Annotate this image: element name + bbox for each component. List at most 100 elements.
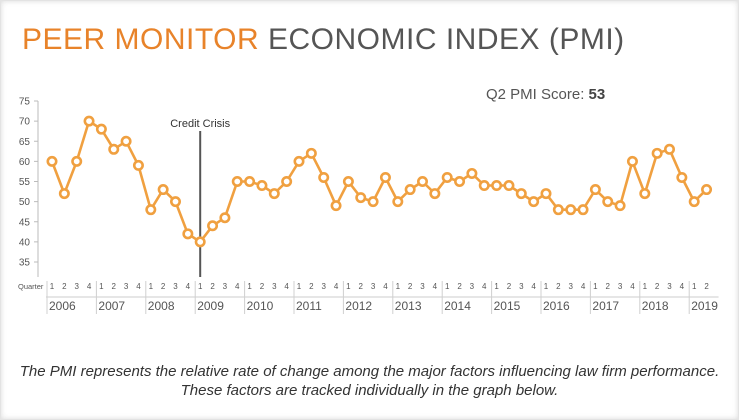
quarter-label: 1 [247, 282, 252, 291]
pmi-data-point [651, 147, 663, 159]
year-label: 2007 [98, 299, 125, 313]
pmi-data-point [515, 188, 527, 200]
pmi-data-point [281, 176, 293, 188]
quarter-label: 2 [408, 282, 413, 291]
quarter-label: 2 [309, 282, 314, 291]
pmi-data-point [207, 220, 219, 232]
pmi-data-point [589, 184, 601, 196]
quarter-label: 3 [173, 282, 178, 291]
quarter-label: 4 [680, 282, 685, 291]
quarter-label: 2 [704, 282, 709, 291]
y-tick-label: 45 [19, 217, 31, 228]
pmi-data-point [58, 188, 70, 200]
pmi-data-point [256, 180, 268, 192]
pmi-data-point [676, 171, 688, 183]
quarter-label: 3 [223, 282, 228, 291]
title-part-2: ECONOMIC INDEX (PMI) [267, 23, 625, 56]
y-tick-label: 65 [19, 137, 31, 148]
quarter-label: 2 [606, 282, 611, 291]
pmi-data-point [293, 155, 305, 167]
quarter-label: 2 [112, 282, 117, 291]
pmi-data-point [367, 196, 379, 208]
quarter-label: 2 [556, 282, 561, 291]
pmi-data-point [379, 171, 391, 183]
quarter-label: 1 [297, 282, 302, 291]
year-label: 2015 [494, 299, 521, 313]
year-label: 2012 [345, 299, 372, 313]
pmi-data-point [429, 188, 441, 200]
quarter-label: 2 [260, 282, 265, 291]
pmi-data-point [157, 184, 169, 196]
pmi-data-point [95, 123, 107, 135]
pmi-score-value: 53 [588, 86, 606, 103]
quarter-label: 1 [544, 282, 549, 291]
pmi-data-point [305, 147, 317, 159]
chart-title: PEER MONITOR ECONOMIC INDEX (PMI) [22, 22, 625, 58]
pmi-score: Q2 PMI Score: 53 [486, 86, 605, 103]
quarter-label: 4 [482, 282, 487, 291]
pmi-data-point [577, 204, 589, 216]
quarter-label: 4 [186, 282, 191, 291]
quarter-label: 2 [655, 282, 660, 291]
pmi-data-point [565, 204, 577, 216]
pmi-data-point [701, 184, 713, 196]
quarter-label: 1 [346, 282, 351, 291]
pmi-data-point [528, 196, 540, 208]
year-label: 2013 [395, 299, 422, 313]
y-tick-label: 75 [19, 97, 31, 108]
pmi-series [46, 115, 713, 248]
pmi-data-point [120, 135, 132, 147]
y-tick-label: 40 [19, 237, 31, 248]
pmi-data-point [194, 236, 206, 248]
year-label: 2017 [592, 299, 619, 313]
year-label: 2006 [49, 299, 76, 313]
quarter-label: 2 [161, 282, 166, 291]
pmi-data-point [663, 143, 675, 155]
y-axis: 35 40 45 50 55 60 65 70 75 [19, 97, 39, 277]
chart-caption: The PMI represents the relative rate of … [19, 363, 720, 399]
pmi-data-point [503, 180, 515, 192]
quarter-label: 3 [74, 282, 79, 291]
pmi-data-point [83, 115, 95, 127]
pmi-data-point [688, 196, 700, 208]
pmi-data-point [639, 188, 651, 200]
quarter-label: 4 [136, 282, 141, 291]
pmi-data-point [392, 196, 404, 208]
year-label: 2011 [296, 299, 322, 313]
quarter-label: 1 [50, 282, 55, 291]
quarter-label: 1 [149, 282, 154, 291]
quarter-label: 4 [581, 282, 586, 291]
pmi-data-point [466, 167, 478, 179]
credit-crisis-annotation: Credit Crisis [170, 118, 231, 277]
pmi-data-point [614, 200, 626, 212]
y-tick-label: 60 [19, 157, 31, 168]
x-axis-title: Quarter [18, 282, 44, 291]
pmi-data-point [46, 155, 58, 167]
quarter-label: 1 [593, 282, 598, 291]
y-tick-label: 35 [19, 258, 31, 269]
quarter-label: 3 [618, 282, 623, 291]
year-label: 2008 [148, 299, 175, 313]
quarter-label: 2 [62, 282, 67, 291]
quarter-label: 2 [210, 282, 215, 291]
quarter-label: 2 [507, 282, 512, 291]
pmi-data-point [454, 176, 466, 188]
quarter-label: 1 [445, 282, 450, 291]
quarter-label: 1 [643, 282, 648, 291]
quarter-label: 4 [284, 282, 289, 291]
quarter-label: 3 [272, 282, 277, 291]
pmi-data-point [342, 176, 354, 188]
pmi-data-point [268, 188, 280, 200]
quarter-label: 1 [494, 282, 499, 291]
pmi-data-point [540, 188, 552, 200]
pmi-data-point [441, 171, 453, 183]
quarter-label: 3 [667, 282, 672, 291]
year-label: 2009 [197, 299, 224, 313]
pmi-data-point [244, 176, 256, 188]
pmi-data-point [318, 171, 330, 183]
pmi-score-label: Q2 PMI Score: [486, 86, 585, 103]
pmi-data-point [170, 196, 182, 208]
pmi-data-point [330, 200, 342, 212]
